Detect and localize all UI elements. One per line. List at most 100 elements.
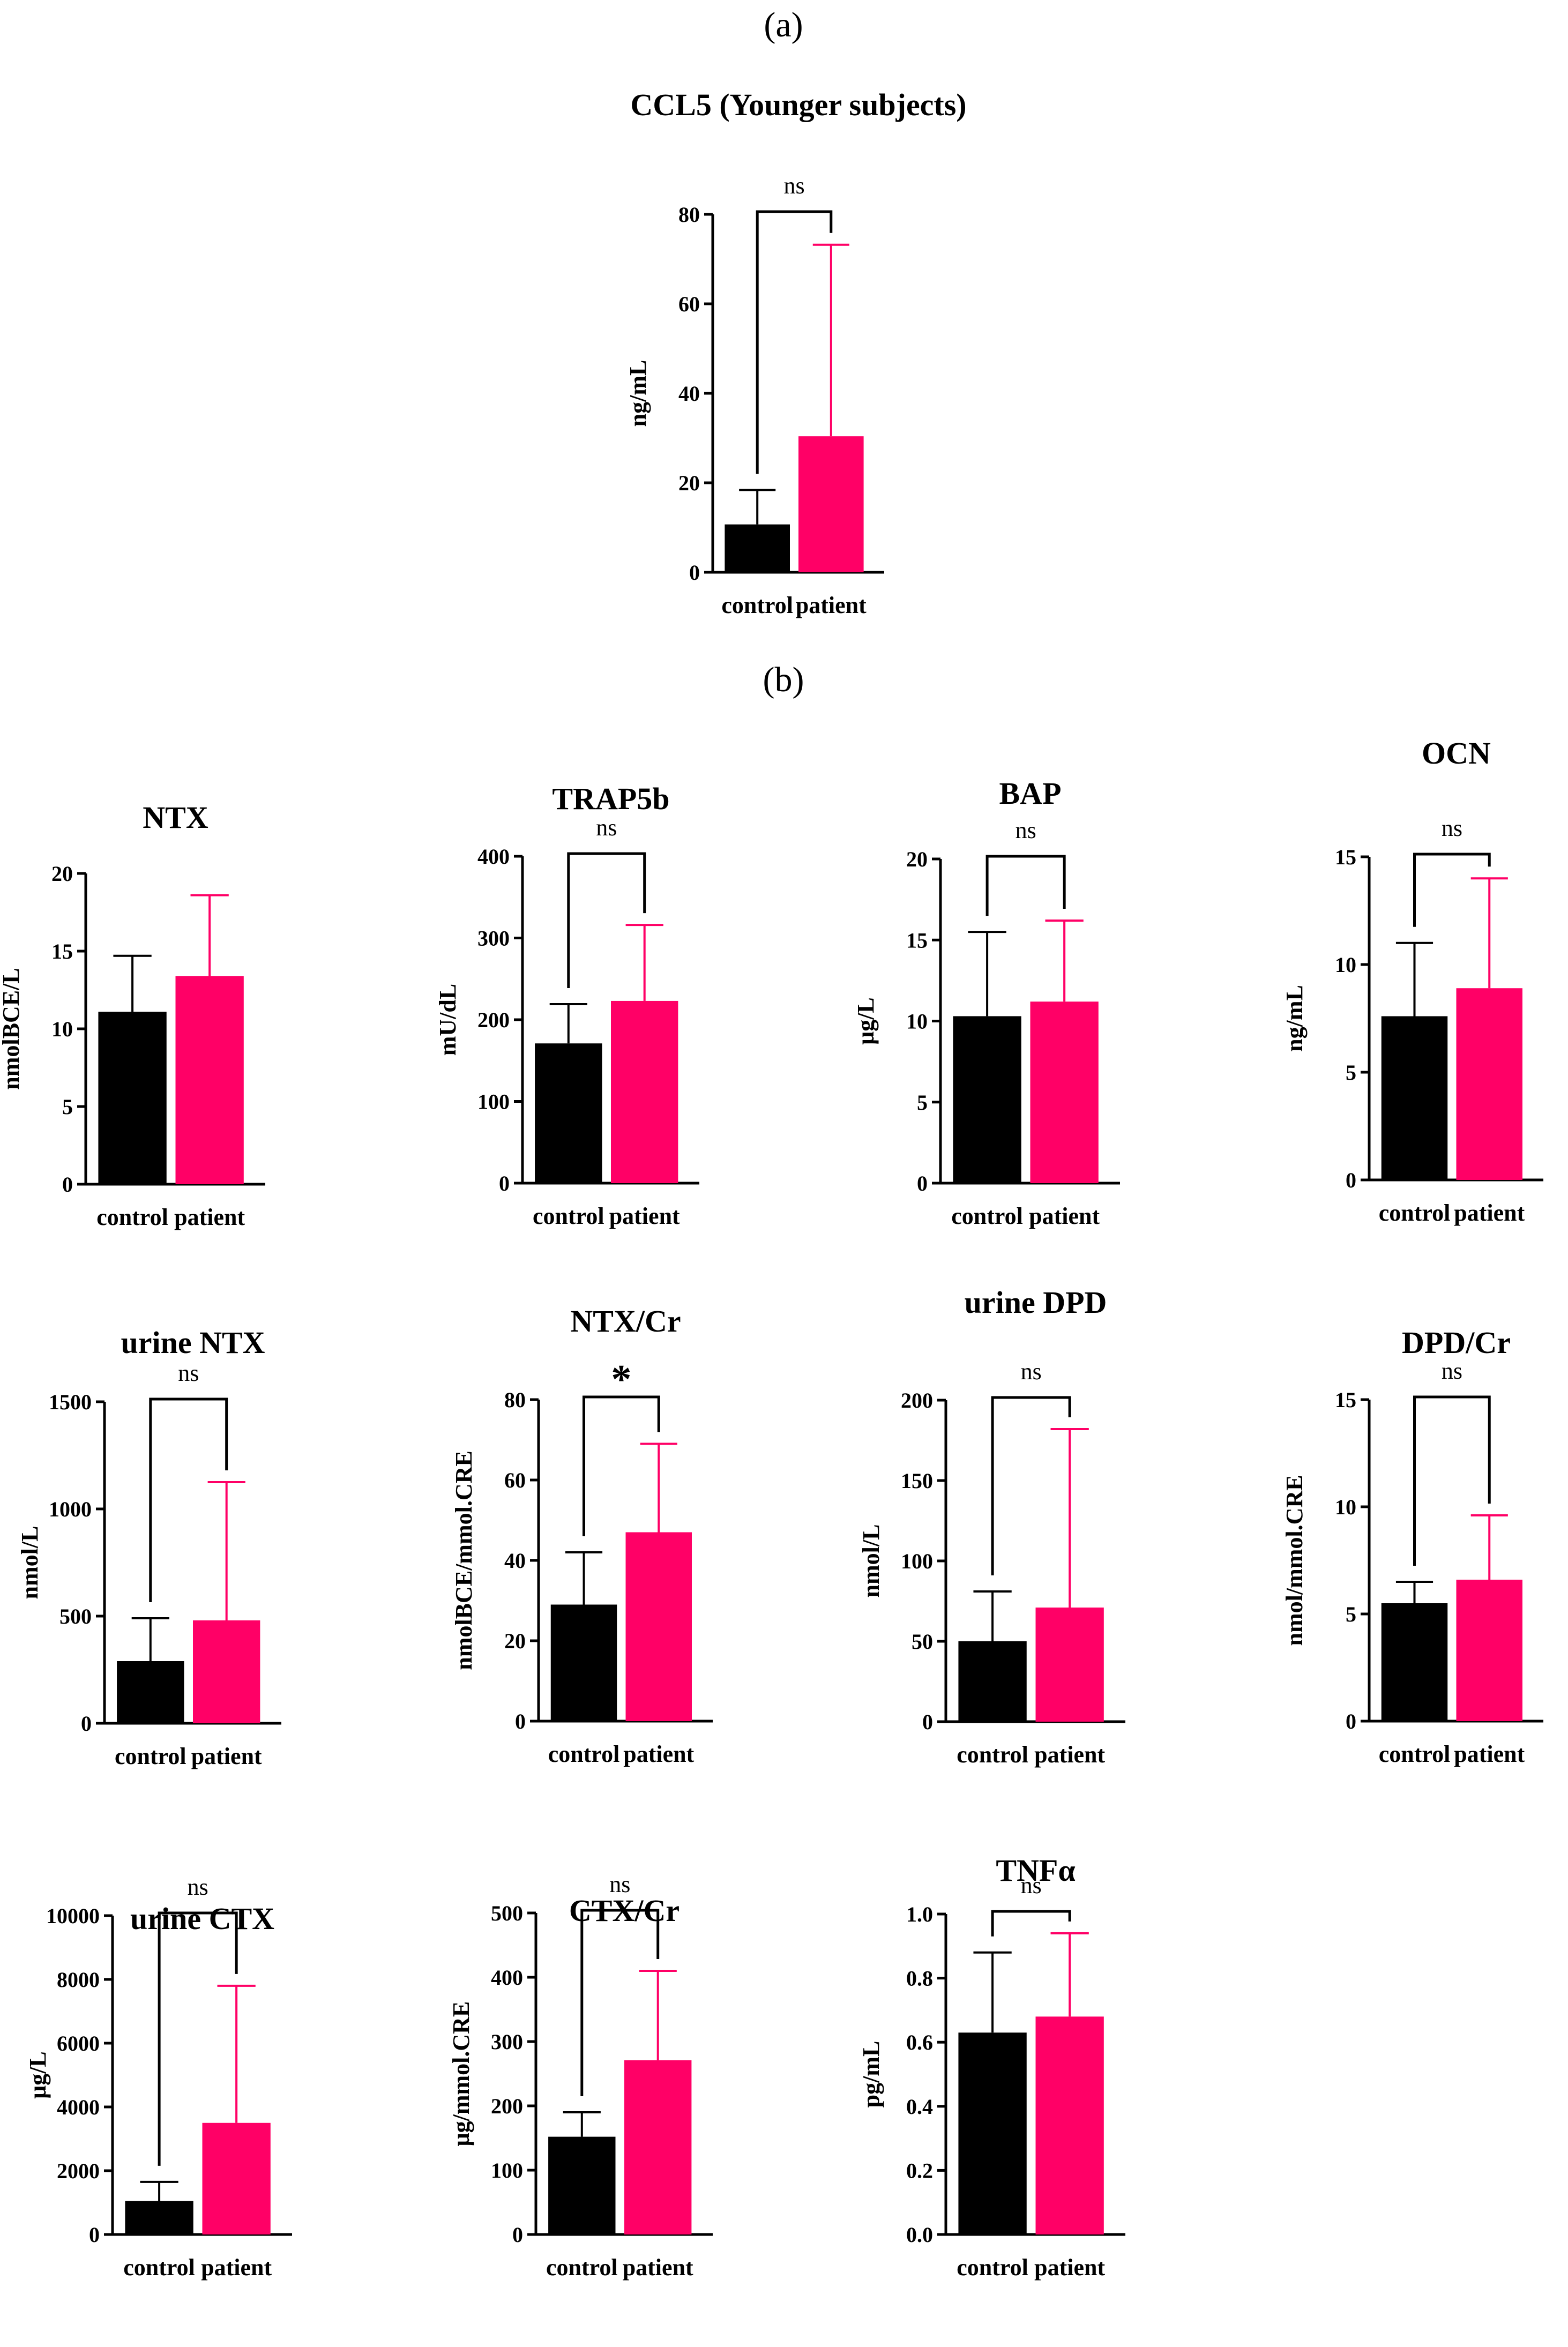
significance-label: ns: [1016, 817, 1036, 843]
y-tick-label: 5: [1346, 1602, 1356, 1626]
y-tick-label: 20: [51, 862, 73, 886]
significance-bracket: [158, 1911, 238, 2166]
y-axis-label: nmol/L: [858, 1524, 884, 1598]
significance-label: ns: [1442, 815, 1462, 841]
category-label-patient: patient: [796, 592, 867, 618]
significance-label: ns: [1021, 1872, 1042, 1898]
y-tick-label: 1500: [49, 1390, 92, 1414]
bar-control: [98, 1012, 167, 1184]
chart-title: NTX/Cr: [570, 1304, 681, 1339]
y-tick-label: 100: [901, 1549, 933, 1573]
category-label-patient: patient: [1454, 1200, 1525, 1226]
chart-6: urine NTX 0 500 1000 1500 nmol/L control patien…: [17, 1325, 281, 1769]
y-tick-label: 100: [491, 2158, 523, 2182]
y-tick-label: 80: [678, 203, 700, 227]
y-tick-label: 60: [504, 1468, 526, 1492]
chart-title: urine NTX: [121, 1325, 265, 1360]
bar-control: [1381, 1603, 1448, 1721]
y-tick-label: 15: [51, 939, 73, 963]
bar-patient: [175, 976, 244, 1184]
category-label-patient: patient: [174, 1204, 245, 1230]
bar-patient: [1456, 988, 1522, 1180]
bar-patient: [202, 2122, 271, 2234]
y-axis-label: ng/mL: [1281, 985, 1308, 1052]
significance-bracket: [991, 1396, 1071, 1575]
bar-control: [125, 2201, 193, 2234]
y-tick-label: 20: [906, 847, 928, 871]
significance-bracket: [985, 855, 1066, 916]
category-label-control: control: [721, 592, 793, 618]
significance-bracket: [991, 1910, 1071, 1937]
y-tick-label: 10: [1335, 953, 1356, 977]
significance-bracket: [756, 210, 833, 474]
chart-8: urine DPD 0 50 100 150 200 nmol/L control patien…: [858, 1285, 1125, 1768]
bar-patient: [624, 2060, 692, 2234]
chart-title: NTX: [143, 800, 208, 835]
category-label-patient: patient: [1454, 1741, 1525, 1767]
bar-control: [535, 1043, 602, 1183]
y-axis-label: nmol/mmol.CRE: [1281, 1475, 1308, 1646]
category-label-patient: patient: [1034, 1741, 1105, 1768]
category-label-control: control: [957, 1741, 1028, 1768]
y-tick-label: 5: [62, 1095, 73, 1119]
chart-10: urine CTX 0 2000 4000 6000 8000 10000 μg/L contr…: [25, 1874, 292, 2281]
category-label-control: control: [546, 2254, 618, 2281]
y-tick-label: 4000: [57, 2095, 100, 2119]
category-label-patient: patient: [623, 1741, 694, 1767]
chart-title: TNFα: [996, 1853, 1075, 1888]
chart-4: BAP 0 5 10 15 20 μg/L control patient ns: [853, 776, 1120, 1229]
y-tick-label: 20: [504, 1629, 526, 1653]
bar-control: [725, 524, 790, 572]
bar-patient: [193, 1620, 260, 1723]
significance-label: ns: [188, 1874, 208, 1900]
chart-title: TRAP5b: [552, 781, 669, 816]
y-tick-label: 0.6: [906, 2030, 933, 2054]
y-tick-label: 100: [477, 1090, 510, 1114]
y-tick-label: 60: [678, 292, 700, 316]
y-tick-label: 5: [1346, 1060, 1356, 1085]
y-tick-label: 40: [678, 382, 700, 406]
y-tick-label: 0: [917, 1171, 928, 1195]
y-tick-label: 20: [678, 471, 700, 495]
bar-control: [117, 1661, 184, 1723]
y-tick-label: 200: [477, 1008, 510, 1032]
y-tick-label: 500: [491, 1901, 523, 1925]
y-tick-label: 0.2: [906, 2158, 933, 2182]
y-tick-label: 200: [491, 2094, 523, 2118]
y-axis-label: nmol/L: [17, 1526, 43, 1599]
y-tick-label: 150: [901, 1469, 933, 1493]
bar-patient: [1456, 1580, 1522, 1721]
category-label-patient: patient: [191, 1743, 262, 1769]
y-tick-label: 0: [499, 1171, 510, 1195]
significance-label: ns: [596, 814, 617, 841]
significance-label: *: [611, 1357, 631, 1402]
chart-title: CCL5 (Younger subjects): [630, 87, 966, 122]
bar-patient: [1030, 1001, 1099, 1183]
y-tick-label: 10: [1335, 1495, 1356, 1519]
chart-title: BAP: [999, 776, 1062, 811]
y-tick-label: 8000: [57, 1968, 100, 1992]
y-tick-label: 10: [51, 1017, 73, 1041]
chart-title: urine DPD: [965, 1285, 1107, 1320]
category-label-patient: patient: [1034, 2254, 1105, 2281]
y-tick-label: 1000: [49, 1497, 92, 1521]
category-label-control: control: [533, 1203, 604, 1229]
bar-patient: [1035, 2016, 1104, 2234]
y-tick-label: 0.4: [906, 2095, 933, 2119]
chart-11: CTX/Cr0100200300400500μg/mmol.CREcontrol…: [448, 1871, 713, 2281]
significance-label: ns: [783, 173, 804, 199]
category-label-control: control: [1379, 1200, 1451, 1226]
y-tick-label: 2000: [57, 2159, 100, 2183]
y-axis-label: nmolBCE/L: [0, 968, 24, 1089]
category-label-patient: patient: [201, 2254, 272, 2281]
category-label-control: control: [951, 1203, 1023, 1229]
bar-patient: [1035, 1608, 1104, 1722]
significance-label: ns: [609, 1871, 630, 1897]
category-label-control: control: [115, 1743, 186, 1769]
y-tick-label: 5: [917, 1090, 928, 1115]
significance-label: ns: [178, 1360, 199, 1386]
chart-title: urine CTX: [130, 1901, 274, 1936]
significance-bracket: [1413, 1395, 1491, 1566]
bar-control: [958, 1641, 1027, 1722]
bar-patient: [625, 1532, 692, 1721]
